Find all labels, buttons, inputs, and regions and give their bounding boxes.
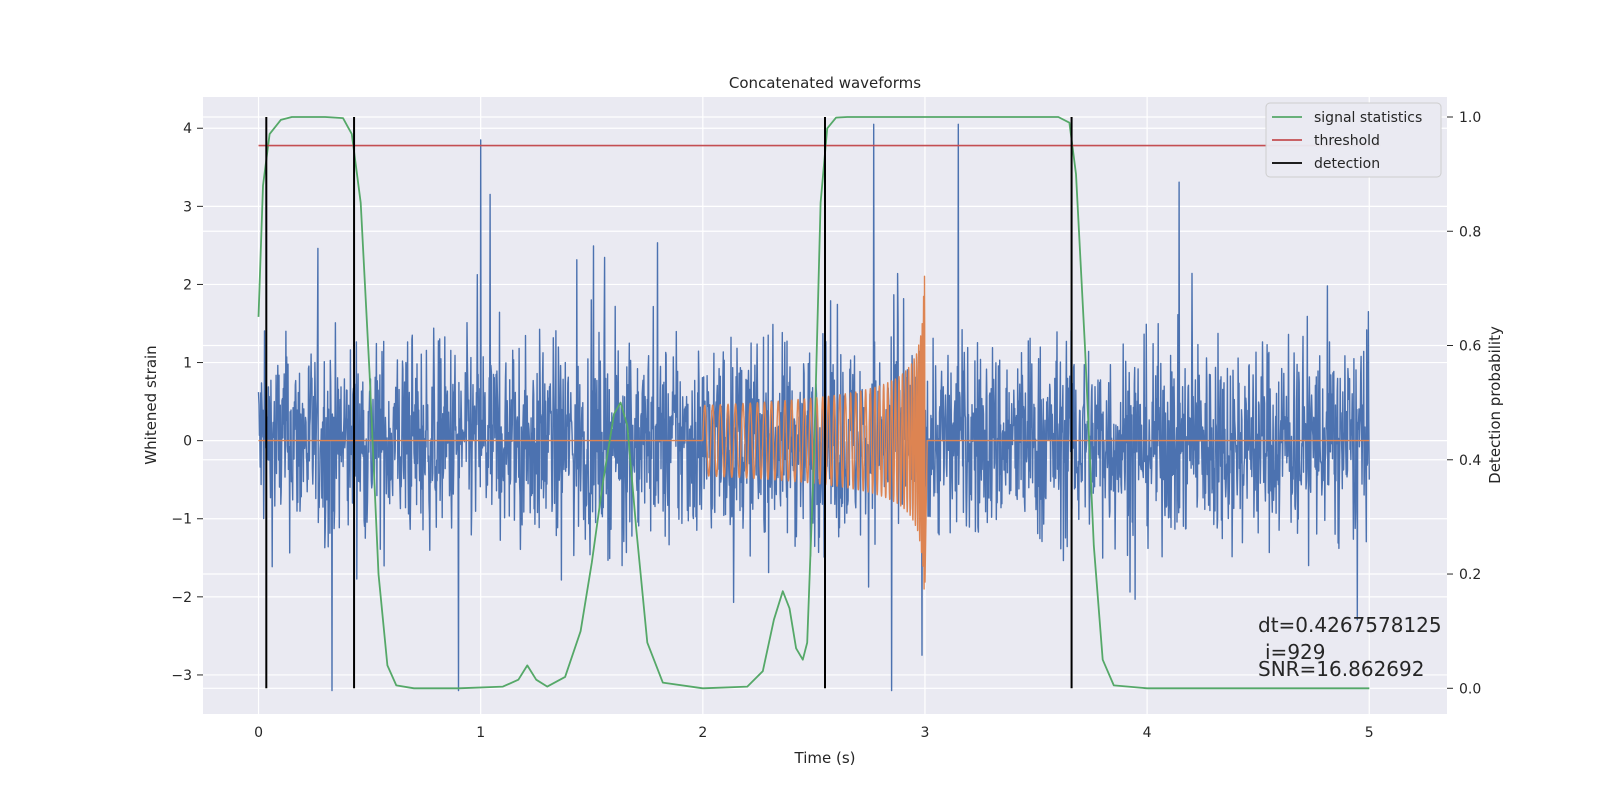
y-tick-label: −2 [171, 590, 192, 606]
signal-statistics-line [257, 116, 1370, 690]
y2-tick-label: 1.0 [1459, 110, 1481, 126]
y-tick-label: 4 [183, 121, 192, 137]
x-tick-label: 4 [1143, 725, 1152, 741]
annotation-dt: dt=0.4267578125 [1258, 613, 1442, 637]
axes: 0 1 2 3 4 5 −3 −2 −1 0 1 2 3 4 0.0 0.2 0.4 0.6 0.8 1.0 [171, 110, 1481, 741]
legend-label-signal-statistics: signal statistics [1314, 110, 1422, 126]
x-axis-label: Time (s) [794, 749, 856, 767]
legend-label-detection: detection [1314, 156, 1380, 172]
y-tick-label: −3 [171, 668, 192, 684]
y-tick-label: 2 [183, 277, 192, 293]
y-tick-label: 3 [183, 199, 192, 215]
x-tick-label: 1 [476, 725, 485, 741]
annotation-snr: SNR=16.862692 [1258, 657, 1424, 681]
legend: signal statistics threshold detection [1265, 102, 1442, 178]
legend-box [1265, 102, 1442, 178]
y-tick-label: −1 [171, 512, 192, 528]
series-layer [257, 116, 1381, 692]
legend-label-threshold: threshold [1314, 133, 1380, 149]
x-tick-label: 2 [698, 725, 707, 741]
y2-axis-label: Detection probability [1486, 326, 1504, 484]
y2-tick-label: 0.6 [1459, 339, 1481, 355]
x-tick-label: 5 [1365, 725, 1374, 741]
x-tick-label: 3 [921, 725, 930, 741]
annotation-i: i=929 [1265, 640, 1326, 664]
x-tick-label: 0 [254, 725, 263, 741]
y-tick-label: 0 [183, 434, 192, 450]
y-axis-label: Whitened strain [142, 345, 160, 464]
y2-tick-label: 0.8 [1459, 224, 1481, 240]
y2-tick-label: 0.4 [1459, 453, 1481, 469]
y2-tick-label: 0.2 [1459, 567, 1481, 583]
chart-title: Concatenated waveforms [729, 74, 921, 92]
y2-tick-label: 0.0 [1459, 681, 1481, 697]
y-tick-label: 1 [183, 356, 192, 372]
